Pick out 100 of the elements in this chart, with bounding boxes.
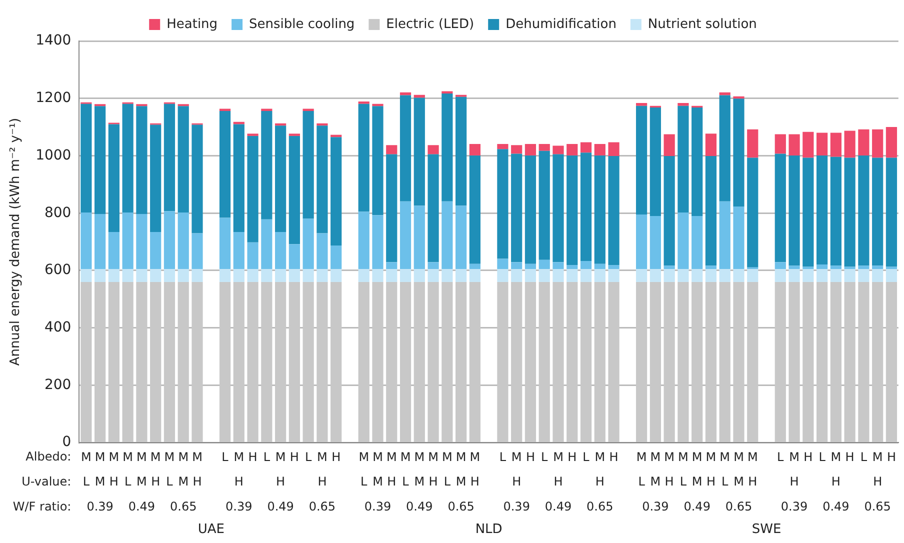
y-tick-label: 0 [62,434,72,450]
x-tick-label: H [526,450,535,464]
text: 0.39 [364,500,392,514]
x-tick-label: L [499,450,506,464]
text: 0.49 [128,500,156,514]
category-label: H [554,474,563,489]
x-tick-label: M [664,450,674,464]
category-label: H [512,474,522,489]
x-tick-label: M [456,450,466,464]
x-tick-label: M [442,450,452,464]
x-tick-label: M [164,450,175,464]
legend-label: Sensible cooling [249,16,355,32]
x-tick-label: M [108,450,120,464]
x-tick-label: M [470,450,480,464]
category-label: H [428,474,438,489]
x-tick-label: M [636,450,647,464]
category-label: L [722,474,728,489]
x-tick-label: M [511,450,522,464]
text: UAE [198,522,224,537]
x-tick-label: L [818,450,826,464]
category-label: H [276,474,286,489]
category-label: L [402,474,409,489]
x-tick-label: L [222,450,229,464]
text: 0.49 [684,500,710,514]
category-label: H [387,474,396,489]
category-label: H [831,474,840,489]
text: 0.39 [780,500,808,514]
legend-label: Electric (LED) [386,16,474,32]
text: 0.49 [406,500,433,514]
text: 0.65 [586,500,614,514]
x-tick-label: M [650,450,661,464]
x-tick-label: L [263,450,270,464]
text: L [82,474,90,489]
category-label: H [664,474,674,489]
text: 0.39 [642,500,669,514]
x-tick-label: M [150,450,161,464]
x-tick-label: L [304,450,312,464]
legend-label: Dehumidification [506,16,616,32]
x-tick-label: M [275,450,286,464]
text: U-value: [22,474,72,489]
x-tick-label: M [192,450,202,464]
text: Albedo: [26,450,72,464]
x-tick-label: M [789,450,800,464]
x-tick-label: L [777,450,784,464]
x-tick-label: M [358,450,370,464]
x-tick-label: H [886,450,896,464]
x-tick-label: M [372,450,383,464]
y-tick-label: 400 [44,320,72,336]
x-tick-label: M [386,450,397,464]
x-tick-label: M [80,450,92,464]
x-tick-label: M [872,450,883,464]
x-tick-label: M [692,450,702,464]
y-axis-title: Annual energy demand (kWh m⁻² y⁻¹) [8,118,24,366]
legend-label: Heating [166,16,218,32]
x-tick-label: H [332,450,341,464]
x-tick-label: M [400,450,411,464]
text: SWE [752,522,782,537]
text: M [94,474,106,489]
text: 0.49 [544,500,572,514]
x-tick-label: M [594,450,606,464]
y-tick-label: 800 [44,204,72,221]
x-tick-label: M [122,450,134,464]
category-label: M [178,474,189,489]
x-tick-label: M [747,450,758,464]
category-label: L [124,474,132,489]
text: 0.65 [864,500,891,514]
text: 0.65 [448,500,474,514]
x-tick-label: M [317,450,328,464]
text: 0.39 [226,500,252,514]
category-label: L [360,474,368,489]
x-tick-label: H [248,450,258,464]
text: 0.65 [308,500,336,514]
y-tick-label: 1000 [36,147,72,164]
category-label: H [748,474,758,489]
x-tick-label: L [582,450,590,464]
category-label: M [650,474,661,489]
category-label: H [706,474,716,489]
category-label: M [734,474,744,489]
x-tick-label: M [234,450,244,464]
text: 0.49 [267,500,294,514]
category-label: H [318,474,327,489]
text: NLD [475,522,502,537]
category-label: M [372,474,383,489]
y-tick-label: 1200 [36,90,72,106]
x-tick-label: M [414,450,425,464]
text: H [109,474,118,489]
x-tick-label: M [734,450,744,464]
category-label: L [680,474,687,489]
text: 0.65 [725,500,752,514]
category-label: M [136,474,147,489]
x-tick-label: M [94,450,106,464]
text: 0.39 [86,500,114,514]
x-tick-label: H [845,450,854,464]
text: 0.49 [822,500,850,514]
x-tick-label: M [678,450,688,464]
category-label: H [790,474,799,489]
category-label: H [192,474,202,489]
x-tick-label: H [290,450,299,464]
category-label: H [470,474,480,489]
category-label: L [444,474,451,489]
